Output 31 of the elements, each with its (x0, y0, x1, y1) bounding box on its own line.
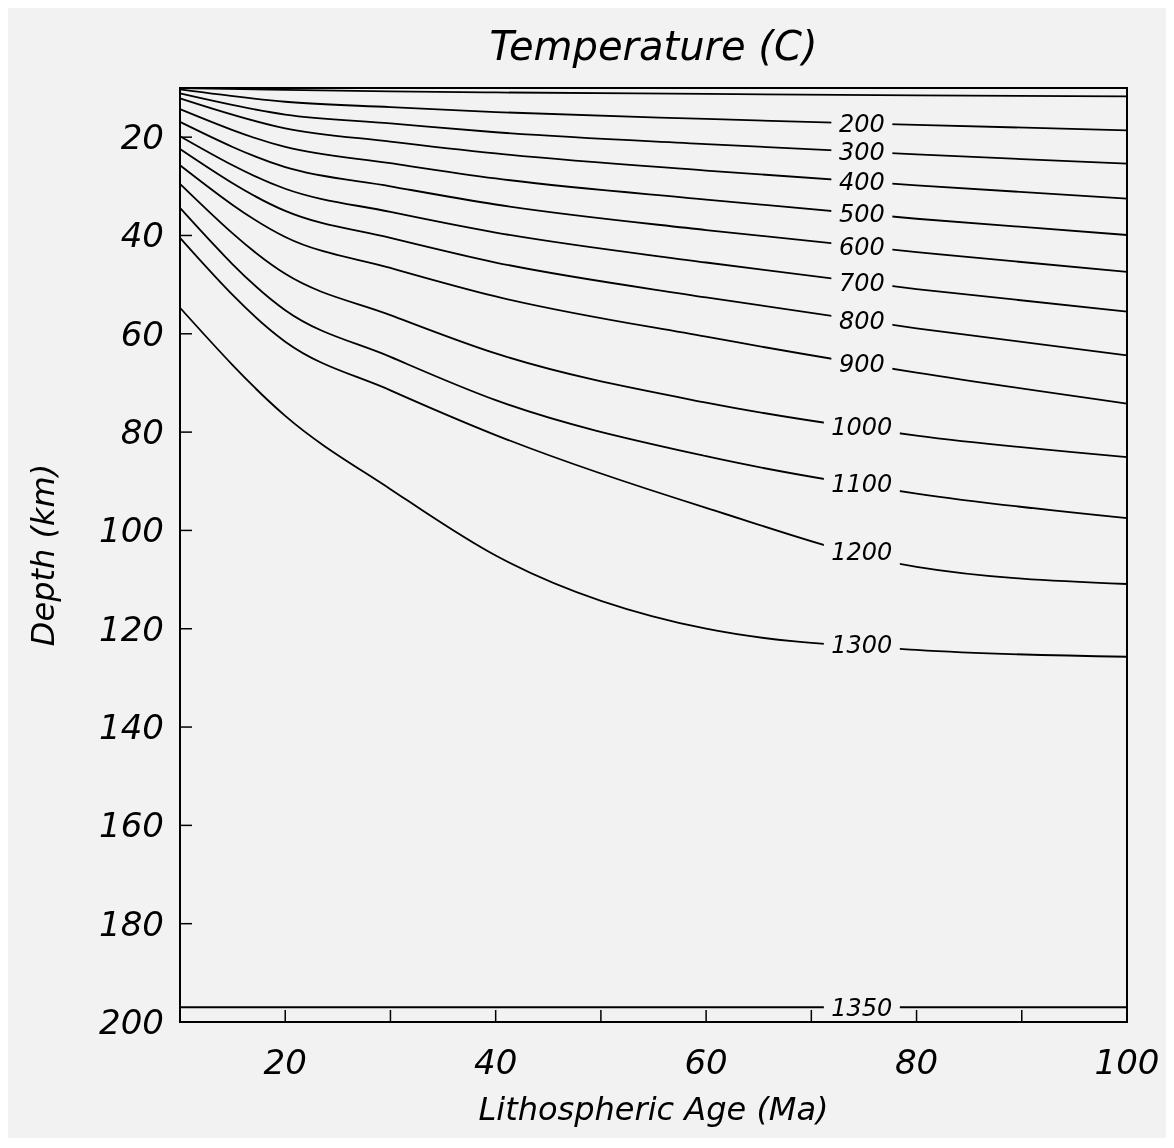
series-label: 1350 (831, 993, 893, 1022)
y-tick-label: 160 (99, 805, 164, 846)
series-label: 1300 (831, 630, 893, 659)
series-label: 500 (838, 200, 885, 229)
series-label: 900 (838, 349, 885, 378)
y-tick-label: 200 (99, 1001, 164, 1042)
y-tick-label: 120 (99, 608, 164, 649)
series-label: 1200 (831, 537, 893, 566)
x-tick-label: 20 (263, 1042, 307, 1082)
x-tick-label: 40 (474, 1042, 518, 1082)
x-tick-label: 60 (684, 1042, 728, 1082)
series-label: 1100 (831, 470, 893, 499)
x-tick-label: 80 (894, 1042, 939, 1082)
series-label: 200 (838, 109, 885, 138)
y-tick-label: 180 (99, 903, 164, 944)
series-label: 600 (838, 232, 885, 261)
series-label: 800 (838, 306, 885, 335)
x-tick-label: 100 (1094, 1042, 1160, 1082)
y-tick-label: 60 (120, 313, 164, 354)
x-axis-title: Lithospheric Age (Ma) (478, 1090, 829, 1128)
y-axis-title: Depth (km) (24, 463, 62, 647)
y-tick-label: 100 (99, 510, 164, 551)
series-label: 400 (838, 167, 885, 196)
series-label: 1000 (831, 413, 893, 442)
y-tick-label: 40 (120, 215, 164, 256)
chart-title: Temperature (C) (489, 23, 818, 69)
y-tick-label: 80 (120, 412, 164, 453)
y-tick-label: 20 (120, 117, 164, 158)
series-label: 300 (838, 138, 885, 167)
y-tick-label: 140 (99, 706, 164, 747)
series-label: 700 (838, 268, 885, 297)
